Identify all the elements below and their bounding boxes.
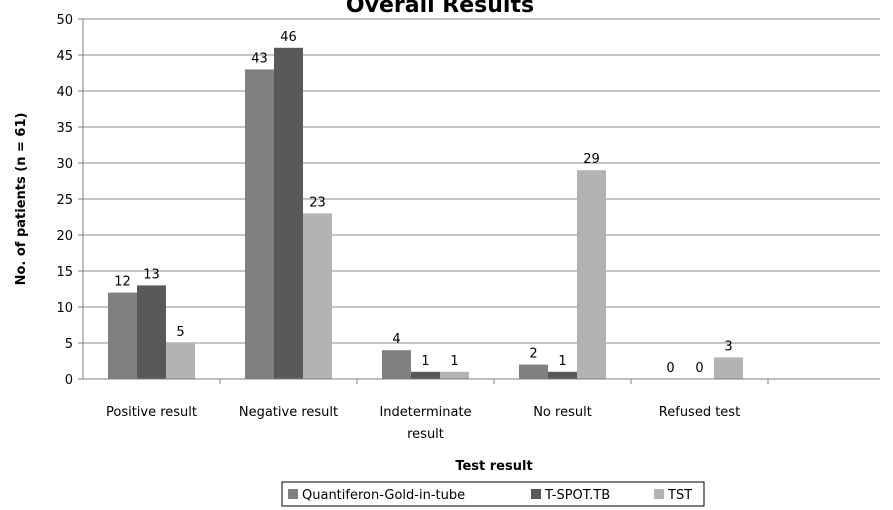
bar bbox=[108, 292, 137, 379]
category-label: Refused test bbox=[659, 405, 740, 420]
y-tick-label: 15 bbox=[56, 265, 73, 280]
bar bbox=[303, 213, 332, 379]
bar bbox=[382, 350, 411, 379]
category-label: Negative result bbox=[239, 405, 338, 420]
gridlines bbox=[83, 18, 880, 344]
legend: Quantiferon-Gold-in-tube T-SPOT.TB TST bbox=[281, 481, 705, 507]
y-tick-label: 20 bbox=[56, 229, 73, 244]
y-tick-label: 45 bbox=[56, 49, 73, 64]
y-tick-label: 50 bbox=[56, 13, 73, 28]
y-tick-label: 25 bbox=[56, 193, 73, 208]
category-label: result bbox=[407, 427, 444, 442]
bar bbox=[714, 357, 743, 379]
category-label: Indeterminate bbox=[379, 405, 471, 420]
legend-label: Quantiferon-Gold-in-tube bbox=[302, 488, 465, 503]
data-label: 13 bbox=[143, 267, 160, 282]
bar bbox=[440, 371, 469, 379]
y-tick-label: 0 bbox=[65, 373, 73, 388]
bar bbox=[411, 371, 440, 379]
data-label: 3 bbox=[724, 339, 732, 354]
data-label: 1 bbox=[450, 354, 458, 369]
data-label: 0 bbox=[666, 361, 674, 376]
data-label: 2 bbox=[529, 347, 537, 362]
category-label: No result bbox=[533, 405, 592, 420]
data-label: 1 bbox=[421, 354, 429, 369]
bar bbox=[137, 285, 166, 379]
data-label: 23 bbox=[309, 195, 326, 210]
bar bbox=[548, 371, 577, 379]
bar bbox=[166, 343, 195, 379]
legend-label: T-SPOT.TB bbox=[544, 488, 610, 503]
bar bbox=[274, 47, 303, 380]
y-tick-label: 40 bbox=[56, 85, 73, 100]
data-label: 1 bbox=[558, 354, 566, 369]
data-label: 12 bbox=[114, 275, 131, 290]
legend-swatch bbox=[288, 489, 298, 499]
legend-label: TST bbox=[667, 488, 692, 503]
y-tick-label: 35 bbox=[56, 121, 73, 136]
legend-swatch bbox=[654, 489, 664, 499]
data-label: 5 bbox=[176, 325, 184, 340]
category-labels: Positive result Negative result Indetermin… bbox=[106, 379, 769, 442]
chart-title: Overall Results bbox=[346, 0, 534, 18]
data-label: 0 bbox=[695, 361, 703, 376]
data-label: 29 bbox=[583, 152, 600, 167]
bar bbox=[245, 69, 274, 380]
legend-box bbox=[281, 481, 705, 507]
y-tick-label: 30 bbox=[56, 157, 73, 172]
legend-swatch bbox=[531, 489, 541, 499]
data-label: 43 bbox=[251, 51, 268, 66]
category-label: Positive result bbox=[106, 405, 197, 420]
y-axis-title: No. of patients (n = 61) bbox=[14, 113, 29, 286]
y-axis-ticks: 0 5 10 15 20 25 30 35 40 45 50 bbox=[56, 13, 83, 388]
data-label: 46 bbox=[280, 30, 297, 45]
bar bbox=[519, 364, 548, 379]
y-tick-label: 5 bbox=[65, 337, 73, 352]
x-axis-title: Test result bbox=[455, 459, 532, 474]
bars bbox=[108, 47, 743, 380]
y-tick-label: 10 bbox=[56, 301, 73, 316]
data-label: 4 bbox=[392, 332, 400, 347]
bar bbox=[577, 170, 606, 379]
